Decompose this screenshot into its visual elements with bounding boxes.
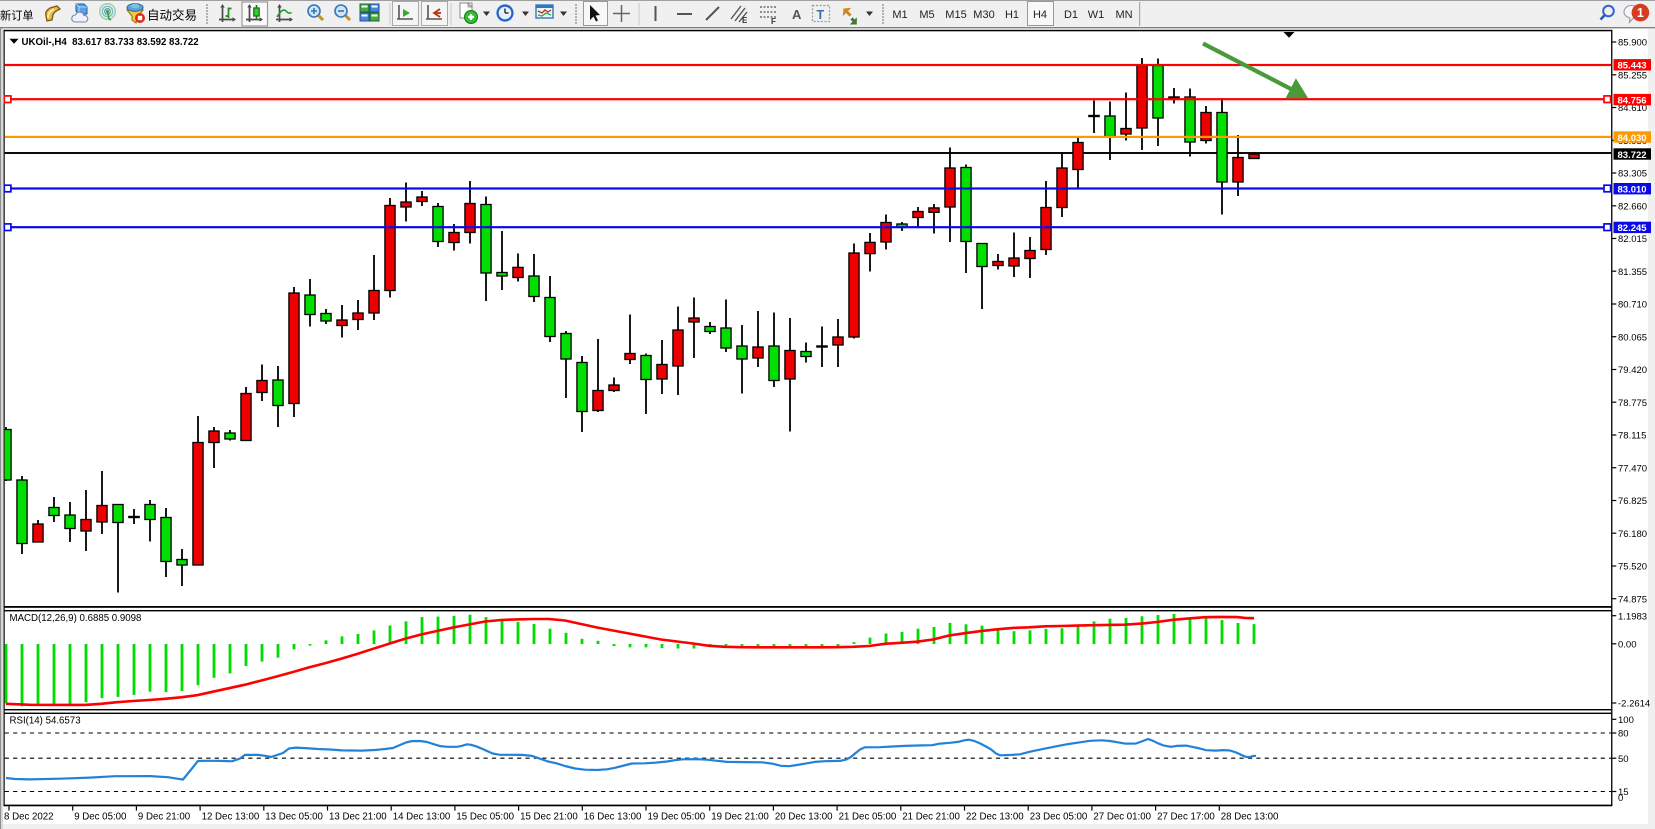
svg-text:1.1983: 1.1983	[1618, 611, 1647, 622]
svg-text:RSI(14) 54.6573: RSI(14) 54.6573	[10, 716, 81, 727]
svg-text:79.420: 79.420	[1618, 365, 1647, 376]
svg-text:M1: M1	[892, 9, 907, 21]
svg-text:80.065: 80.065	[1618, 332, 1647, 343]
svg-text:28 Dec 13:00: 28 Dec 13:00	[1221, 812, 1279, 823]
svg-text:77.470: 77.470	[1618, 463, 1647, 474]
svg-text:8 Dec 2022: 8 Dec 2022	[4, 812, 54, 823]
svg-text:80.710: 80.710	[1618, 300, 1647, 311]
svg-text:0: 0	[1618, 793, 1623, 804]
svg-text:MACD(12,26,9) 0.6885 0.9098: MACD(12,26,9) 0.6885 0.9098	[10, 613, 142, 624]
svg-text:新订单: 新订单	[0, 9, 34, 23]
svg-text:84.756: 84.756	[1618, 95, 1647, 106]
svg-text:27 Dec 17:00: 27 Dec 17:00	[1157, 812, 1215, 823]
svg-text:76.825: 76.825	[1618, 496, 1647, 507]
svg-text:M30: M30	[973, 9, 994, 21]
svg-text:22 Dec 13:00: 22 Dec 13:00	[966, 812, 1024, 823]
svg-text:84.030: 84.030	[1618, 133, 1647, 144]
svg-text:MN: MN	[1115, 9, 1132, 21]
svg-text:19 Dec 21:00: 19 Dec 21:00	[711, 812, 769, 823]
svg-text:19 Dec 05:00: 19 Dec 05:00	[648, 812, 706, 823]
svg-text:15 Dec 21:00: 15 Dec 21:00	[520, 812, 578, 823]
svg-text:83.010: 83.010	[1618, 185, 1647, 196]
svg-text:82.245: 82.245	[1618, 223, 1648, 234]
svg-text:21 Dec 21:00: 21 Dec 21:00	[902, 812, 960, 823]
svg-text:74.875: 74.875	[1618, 594, 1647, 605]
svg-text:D1: D1	[1064, 9, 1078, 21]
svg-text:13 Dec 21:00: 13 Dec 21:00	[329, 812, 387, 823]
svg-text:76.180: 76.180	[1618, 529, 1647, 540]
svg-text:82.660: 82.660	[1618, 201, 1647, 212]
svg-text:16 Dec 13:00: 16 Dec 13:00	[584, 812, 642, 823]
svg-text:T: T	[817, 8, 825, 22]
svg-text:78.115: 78.115	[1618, 431, 1646, 442]
svg-text:15: 15	[1618, 787, 1629, 798]
svg-text:82.015: 82.015	[1618, 234, 1647, 245]
svg-text:78.775: 78.775	[1618, 398, 1647, 409]
svg-text:9 Dec 21:00: 9 Dec 21:00	[138, 812, 191, 823]
svg-text:M5: M5	[919, 9, 934, 21]
svg-text:84.610: 84.610	[1618, 103, 1647, 114]
svg-text:-2.2614: -2.2614	[1618, 699, 1650, 710]
svg-text:A: A	[792, 7, 802, 22]
svg-text:100: 100	[1618, 715, 1634, 726]
svg-text:14 Dec 13:00: 14 Dec 13:00	[393, 812, 451, 823]
svg-text:1: 1	[1637, 6, 1644, 20]
svg-text:81.355: 81.355	[1618, 267, 1647, 278]
svg-text:E: E	[742, 16, 748, 25]
svg-text:80: 80	[1618, 729, 1629, 740]
svg-text:13 Dec 05:00: 13 Dec 05:00	[265, 812, 323, 823]
svg-text:85.900: 85.900	[1618, 38, 1647, 49]
svg-text:0.00: 0.00	[1618, 639, 1637, 650]
svg-text:9 Dec 05:00: 9 Dec 05:00	[74, 812, 127, 823]
svg-text:23 Dec 05:00: 23 Dec 05:00	[1030, 812, 1088, 823]
svg-text:H1: H1	[1005, 9, 1019, 21]
svg-text:12 Dec 13:00: 12 Dec 13:00	[202, 812, 260, 823]
svg-text:85.443: 85.443	[1618, 61, 1647, 72]
svg-text:UKOil-,H4 83.617 83.733 83.59: UKOil-,H4 83.617 83.733 83.592 83.722	[22, 37, 199, 48]
svg-text:W1: W1	[1088, 9, 1105, 21]
svg-text:83.722: 83.722	[1618, 150, 1647, 161]
svg-text:85.255: 85.255	[1618, 70, 1647, 81]
svg-text:21 Dec 05:00: 21 Dec 05:00	[839, 812, 897, 823]
svg-text:M15: M15	[945, 9, 966, 21]
svg-text:27 Dec 01:00: 27 Dec 01:00	[1093, 812, 1151, 823]
svg-text:H4: H4	[1033, 9, 1047, 21]
svg-text:20 Dec 13:00: 20 Dec 13:00	[775, 812, 833, 823]
svg-text:15 Dec 05:00: 15 Dec 05:00	[456, 812, 514, 823]
svg-text:75.520: 75.520	[1618, 562, 1647, 573]
svg-text:自动交易: 自动交易	[147, 8, 197, 23]
svg-text:83.305: 83.305	[1618, 169, 1647, 180]
svg-text:50: 50	[1618, 754, 1629, 765]
svg-text:F: F	[771, 17, 776, 26]
